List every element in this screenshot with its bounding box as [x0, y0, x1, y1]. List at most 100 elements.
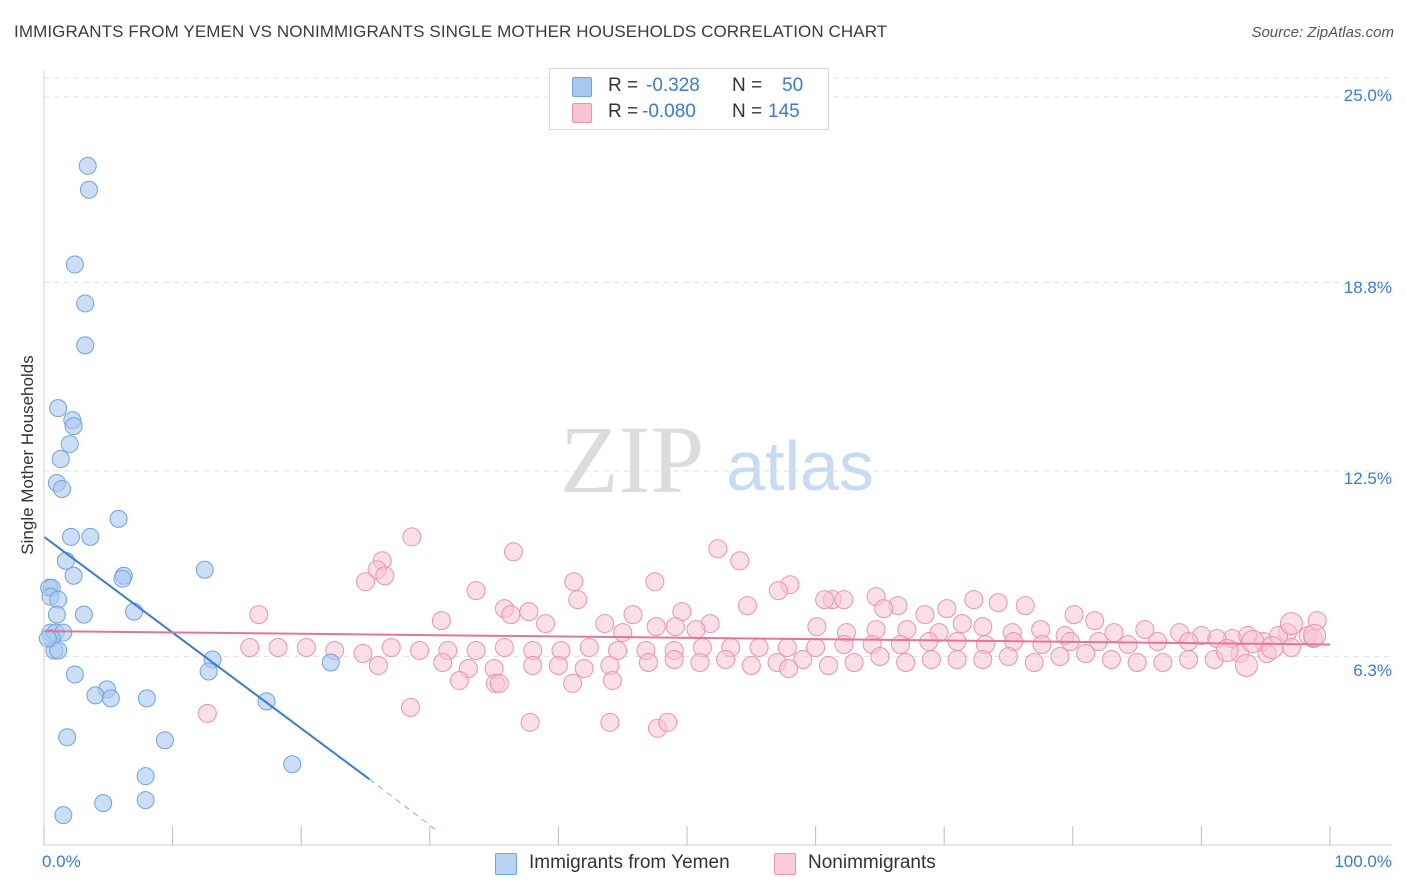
nonimmigrant-point: [730, 551, 750, 571]
nonimmigrant-point: [1179, 649, 1199, 669]
yemen-point: [136, 791, 155, 810]
nonimmigrant-point: [947, 649, 967, 669]
axis-layer: [43, 70, 1392, 846]
nonimmigrant-point: [665, 617, 685, 637]
nonimmigrant-point: [595, 614, 615, 634]
nonimmigrant-point: [519, 602, 539, 622]
legend-swatch-yemen: [572, 77, 592, 97]
yemen-point: [321, 653, 340, 672]
nonimmigrant-point: [449, 670, 469, 690]
legend-r-label: R =: [608, 101, 639, 122]
nonimmigrant-point: [368, 655, 388, 675]
yemen-point: [64, 566, 83, 585]
nonimmigrant-point: [608, 641, 628, 661]
nonimmigrant-point: [1085, 611, 1105, 631]
legend-r-value: -0.328: [646, 75, 700, 96]
nonimmigrant-point: [777, 638, 797, 658]
yemen-point: [53, 479, 72, 498]
nonimmigrant-point: [874, 599, 894, 619]
yemen-point: [49, 590, 68, 609]
nonimmigrant-point: [890, 635, 910, 655]
yemen-point: [62, 527, 81, 546]
yemen-point: [137, 689, 156, 708]
nonimmigrant-point: [574, 658, 594, 678]
nonimmigrant-point: [1104, 623, 1124, 643]
nonimmigrant-point: [741, 655, 761, 675]
nonimmigrant-point: [1303, 624, 1327, 648]
yemen-point: [65, 255, 84, 274]
nonimmigrant-point: [815, 590, 835, 610]
yemen-point: [101, 689, 120, 708]
nonimmigrant-point: [1015, 596, 1035, 616]
nonimmigrant-point: [690, 652, 710, 672]
yemen-point: [109, 509, 128, 528]
nonimmigrant-point: [973, 617, 993, 637]
x-tick-label-min: 0.0%: [42, 852, 81, 871]
nonimmigrant-point: [579, 638, 599, 658]
nonimmigrant-point: [844, 652, 864, 672]
nonimmigrant-point: [818, 655, 838, 675]
nonimmigrant-point: [1148, 632, 1168, 652]
nonimmigrant-point: [548, 655, 568, 675]
yemen-point: [47, 605, 66, 624]
nonimmigrant-point: [658, 712, 678, 732]
nonimmigrant-point: [466, 641, 486, 661]
nonimmigrant-point: [964, 590, 984, 610]
yemen-point: [283, 755, 302, 774]
x-tick-label-max: 100.0%: [1334, 852, 1392, 871]
nonimmigrant-point: [1179, 632, 1199, 652]
nonimmigrant-point: [240, 638, 260, 658]
yemen-point: [64, 417, 83, 436]
nonimmigrant-point: [793, 649, 813, 669]
nonimmigrant-point: [431, 611, 451, 631]
yemen-point: [78, 156, 97, 175]
nonimmigrant-point: [356, 572, 375, 592]
nonimmigrant-point: [1241, 630, 1265, 654]
yemen-point: [58, 728, 77, 747]
nonimmigrant-point: [973, 649, 993, 669]
yemen-point: [51, 450, 70, 469]
nonimmigrant-point: [638, 652, 658, 672]
legend-n-label: N =: [732, 75, 763, 96]
nonimmigrant-point: [1032, 635, 1052, 655]
nonimmigrants-points: [197, 527, 1327, 738]
bottom-legend-label-yemen: Immigrants from Yemen: [529, 852, 730, 873]
nonimmigrant-point: [501, 605, 521, 625]
nonimmigrant-point: [568, 590, 588, 610]
legend-n-value: 145: [768, 101, 800, 122]
yemen-point: [49, 641, 68, 660]
nonimmigrant-point: [1024, 652, 1044, 672]
nonimmigrant-point: [1215, 639, 1239, 663]
nonimmigrant-point: [708, 539, 728, 559]
yemen-point: [155, 731, 174, 750]
nonimmigrant-point: [915, 605, 935, 625]
nonimmigrant-point: [1118, 635, 1138, 655]
nonimmigrant-point: [896, 652, 916, 672]
yemen-point: [125, 602, 144, 621]
bottom-legend-swatch-yemen: [495, 853, 517, 875]
nonimmigrant-point: [466, 581, 486, 601]
nonimmigrant-point: [768, 581, 788, 601]
yemen-point: [65, 665, 84, 684]
yemen-point: [76, 336, 95, 355]
nonimmigrant-point: [921, 649, 941, 669]
nonimmigrant-point: [623, 605, 643, 625]
yemen-point: [113, 569, 132, 588]
nonimmigrant-point: [988, 593, 1008, 613]
legend-swatch-nonimmigrants: [572, 103, 592, 123]
bottom-legend-swatch-nonimmigrants: [774, 853, 796, 875]
nonimmigrant-point: [1234, 653, 1258, 677]
yemen-trend-extension: [369, 778, 437, 831]
nonimmigrant-point: [268, 638, 288, 658]
nonimmigrant-point: [410, 641, 430, 661]
nonimmigrant-point: [664, 649, 684, 669]
yemen-point: [195, 560, 214, 579]
yemen-point: [54, 806, 73, 825]
watermark-zip: ZIP: [560, 406, 704, 513]
yemen-trend-line: [43, 536, 370, 780]
yemen-point: [80, 180, 99, 199]
nonimmigrant-point: [602, 670, 622, 690]
nonimmigrant-point: [807, 617, 827, 637]
nonimmigrant-point: [1050, 647, 1070, 667]
